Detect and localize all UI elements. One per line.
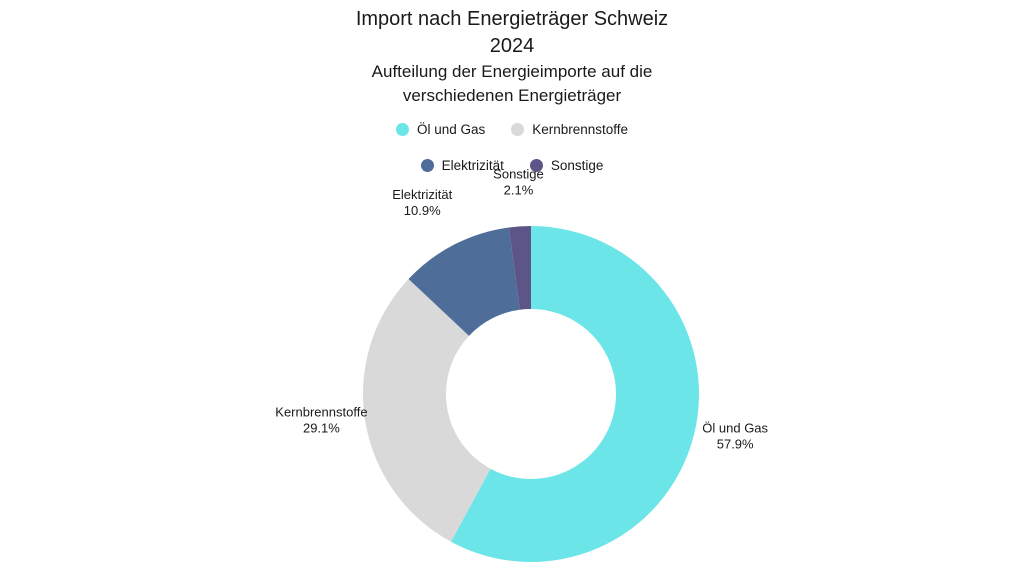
donut-value-sonstige: 2.1% (504, 182, 534, 197)
legend-label-sonstige: Sonstige (550, 158, 604, 173)
legend-swatch-kernbrennstoffe (511, 123, 525, 136)
donut-label-elektrizitaet: Elektrizität (392, 187, 452, 202)
chart-title: Import nach Energieträger Schweiz 2024 (0, 6, 1024, 60)
donut-label-kernbrennstoffe: Kernbrennstoffe (275, 404, 367, 419)
donut-value-kernbrennstoffe: 29.1% (303, 420, 340, 435)
legend-label-oel-und-gas: Öl und Gas (416, 122, 486, 137)
donut-slice-elektrizitaet[interactable] (408, 227, 520, 336)
legend-item-oel-und-gas[interactable]: Öl und Gas (395, 122, 486, 137)
legend-label-elektrizitaet: Elektrizität (441, 158, 504, 173)
legend-item-elektrizitaet[interactable]: Elektrizität (420, 158, 504, 173)
donut-slice-sonstige[interactable] (508, 226, 531, 310)
donut-slice-kernbrennstoffe[interactable] (362, 278, 491, 542)
chart-title-line-2: 2024 (489, 35, 535, 57)
chart-subtitle: Aufteilung der Energieimporte auf die ve… (0, 60, 1024, 108)
legend-item-kernbrennstoffe[interactable]: Kernbrennstoffe (511, 122, 628, 137)
donut-slices (362, 226, 699, 562)
chart-title-line-1: Import nach Energieträger Schweiz (355, 8, 669, 30)
legend-item-sonstige[interactable]: Sonstige (529, 158, 604, 173)
legend-label-kernbrennstoffe: Kernbrennstoffe (532, 122, 629, 137)
donut-label-oel-und-gas: Öl und Gas (702, 421, 768, 436)
donut-slice-oel-und-gas[interactable] (450, 226, 699, 562)
legend-row-1: Öl und Gas Kernbrennstoffe (0, 122, 1024, 137)
donut-value-elektrizitaet: 10.9% (404, 203, 441, 218)
chart-subtitle-line-1: Aufteilung der Energieimporte auf die (371, 62, 653, 81)
legend-row-2: Elektrizität Sonstige (0, 158, 1024, 173)
donut-value-oel-und-gas: 57.9% (717, 437, 754, 452)
legend-swatch-sonstige (529, 159, 543, 172)
chart-subtitle-line-2: verschiedenen Energieträger (402, 86, 622, 105)
donut-label-sonstige: Sonstige (493, 166, 544, 181)
legend-swatch-oel-und-gas (395, 123, 409, 136)
legend-swatch-elektrizitaet (420, 159, 434, 172)
